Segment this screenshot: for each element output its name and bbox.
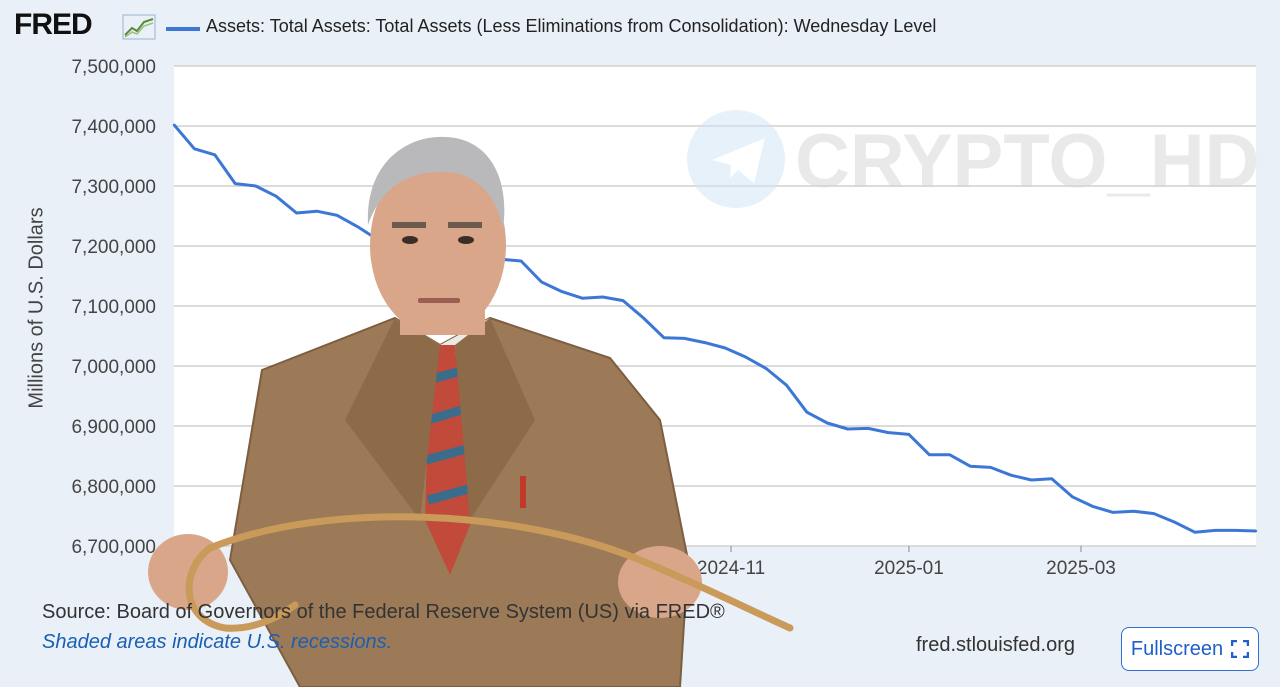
data-point [703,341,706,344]
y-tick-label: 7,400,000 [71,117,156,138]
data-point [499,258,502,261]
x-tick-label: 2025-03 [1046,558,1116,579]
data-point [948,453,951,456]
y-tick-label: 7,100,000 [71,297,156,318]
chart-header: FRED Assets: Total Assets: Total Assets … [0,0,1280,56]
series-line-total-assets [172,123,1257,534]
legend-line-swatch [166,27,200,31]
data-point [744,355,747,359]
data-point [295,211,298,215]
data-point [621,299,625,302]
y-tick-label: 6,900,000 [71,417,156,438]
legend-label: Assets: Total Assets: Total Assets (Less… [206,16,937,36]
site-url[interactable]: fred.stlouisfed.org [916,634,1075,656]
data-point [907,433,911,436]
data-point [1132,510,1135,513]
data-point [683,337,686,340]
data-point [642,316,645,320]
y-tick-label: 7,200,000 [71,237,156,258]
data-point [1152,512,1156,515]
y-tick-label: 6,800,000 [71,477,156,498]
series-points [172,123,1258,534]
y-tick-label: 7,300,000 [71,177,156,198]
watermark-text: CRYPTO_HD [795,119,1260,204]
data-point [213,153,216,156]
data-point [989,466,992,469]
data-point [458,252,461,255]
data-point [315,210,319,213]
data-point [724,346,727,350]
fred-logo[interactable]: FRED [14,8,93,41]
data-point [846,427,849,431]
data-point [662,336,666,339]
data-point [1030,478,1033,482]
data-point [601,295,604,299]
x-tick-labels: 2024-11 2025-01 2025-03 [697,546,1116,579]
data-point [1254,529,1258,533]
data-point [540,280,543,284]
data-point [1214,529,1217,532]
data-point [928,453,931,456]
data-point [785,384,788,387]
data-point [1009,474,1013,477]
fullscreen-button[interactable]: Fullscreen [1121,627,1259,671]
data-point [887,431,890,434]
data-point [764,367,768,370]
telegram-plane-shape [712,138,765,183]
data-point [479,255,482,258]
line-chart: 7,500,000 7,400,000 7,300,000 7,200,000 7,10… [71,57,1260,579]
data-point [1173,520,1176,524]
data-point [397,244,400,248]
data-point [438,249,441,252]
data-point [826,421,829,425]
y-tick-label: 7,500,000 [71,57,156,78]
data-point [377,238,380,242]
watermark: CRYPTO_HD [687,110,1260,208]
data-point [519,259,523,263]
fred-graph-icon [122,14,156,40]
fullscreen-label: Fullscreen [1130,637,1224,660]
data-point [274,195,278,198]
data-point [1071,495,1074,498]
data-point [417,247,421,251]
data-point [1234,529,1237,532]
data-point [969,465,972,468]
expand-icon [1231,640,1250,658]
x-tick-label: 2024-11 [697,558,765,579]
y-tick-labels: 7,500,000 7,400,000 7,300,000 7,200,000 7,10… [71,57,156,558]
y-tick-label: 6,700,000 [71,537,156,558]
data-point [805,411,809,414]
data-point [172,123,176,127]
data-point [193,147,196,150]
data-point [356,225,359,228]
data-point [336,214,339,217]
recession-note-link[interactable]: Shaded areas indicate U.S. recessions. [42,631,393,653]
data-point [254,184,257,188]
source-text: Source: Board of Governors of the Federa… [42,601,725,623]
x-tick-label: 2025-01 [874,558,944,579]
data-point [866,427,870,430]
y-tick-label: 7,000,000 [71,357,156,378]
data-point [1111,511,1115,514]
data-point [234,182,237,185]
data-point [1091,505,1094,508]
data-point [581,297,584,300]
data-point [1050,477,1054,480]
data-point [1193,531,1197,534]
data-point [560,290,564,293]
